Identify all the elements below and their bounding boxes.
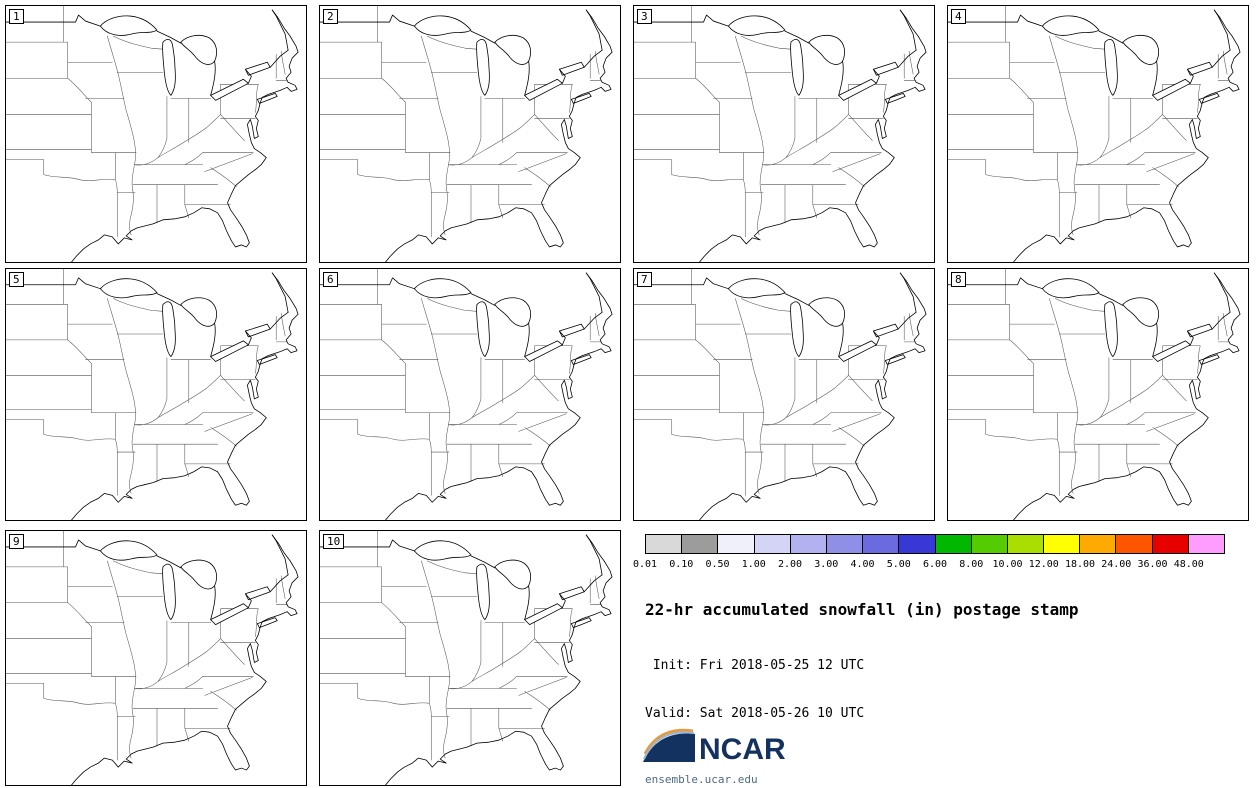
us-east-map bbox=[320, 6, 613, 262]
ensemble-member-panel: 5 bbox=[5, 268, 307, 521]
colorbar-tick-label: 24.00 bbox=[1101, 559, 1132, 570]
us-east-map bbox=[634, 6, 927, 262]
panel-number-label: 2 bbox=[323, 9, 338, 24]
colorbar-tick-label: 10.00 bbox=[992, 559, 1023, 570]
panel-number-label: 9 bbox=[9, 534, 24, 549]
colorbar-segment bbox=[754, 535, 791, 553]
us-east-map bbox=[948, 269, 1241, 520]
ncar-logo-graphic: NCAR bbox=[643, 728, 786, 766]
colorbar-labels: 0.01 0.10 0.50 1.00 2.00 3.00 4.00 5.00 6.00 8.00… bbox=[633, 559, 1225, 573]
plot-title: 22-hr accumulated snowfall (in) postage … bbox=[645, 600, 1079, 619]
colorbar-segment bbox=[863, 535, 900, 553]
us-east-map bbox=[6, 6, 299, 262]
logo-url: ensemble.ucar.edu bbox=[645, 773, 758, 786]
panel-number-label: 10 bbox=[323, 534, 345, 549]
ensemble-member-panel: 2 bbox=[319, 5, 621, 263]
ensemble-member-panel: 1 bbox=[5, 5, 307, 263]
colorbar-segment bbox=[646, 535, 683, 553]
colorbar-segment bbox=[718, 535, 755, 553]
colorbar-tick-label: 0.50 bbox=[705, 559, 730, 570]
colorbar-segment bbox=[1152, 535, 1189, 553]
us-east-map bbox=[634, 269, 927, 520]
init-time: Init: Fri 2018-05-25 12 UTC bbox=[645, 658, 865, 673]
panel-number-label: 6 bbox=[323, 272, 338, 287]
ncar-swoosh-arc-outer bbox=[643, 728, 694, 755]
colorbar-tick-label: 4.00 bbox=[850, 559, 875, 570]
colorbar-tick-label: 0.10 bbox=[669, 559, 694, 570]
colorbar-tick-label: 6.00 bbox=[922, 559, 948, 570]
colorbar-tick-label: 0.01 bbox=[632, 559, 658, 570]
us-east-map bbox=[320, 269, 613, 520]
colorbar-segment bbox=[971, 535, 1008, 553]
colorbar-tick-label: 18.00 bbox=[1064, 559, 1096, 570]
colorbar-segment bbox=[899, 535, 936, 553]
colorbar-segment bbox=[1044, 535, 1081, 553]
colorbar-tick-label: 3.00 bbox=[814, 559, 839, 570]
ensemble-member-panel: 4 bbox=[947, 5, 1249, 263]
ensemble-member-panel: 9 bbox=[5, 530, 307, 786]
ncar-logo-text: NCAR bbox=[699, 733, 786, 766]
colorbar-segment bbox=[1116, 535, 1153, 553]
colorbar-tick-label: 2.00 bbox=[777, 559, 803, 570]
colorbar-segment bbox=[1188, 535, 1224, 553]
colorbar-segment bbox=[790, 535, 827, 553]
ensemble-member-panel: 8 bbox=[947, 268, 1249, 521]
colorbar-segment bbox=[826, 535, 864, 553]
colorbar-tick-label: 48.00 bbox=[1173, 559, 1204, 570]
panel-number-label: 5 bbox=[9, 272, 24, 287]
colorbar-tick-label: 8.00 bbox=[959, 559, 984, 570]
panel-number-label: 4 bbox=[951, 9, 966, 24]
us-east-map bbox=[320, 531, 613, 785]
colorbar-segment bbox=[1080, 535, 1117, 553]
panel-number-label: 1 bbox=[9, 9, 24, 24]
ensemble-member-panel: 3 bbox=[633, 5, 935, 263]
legend-info-block: 0.01 0.10 0.50 1.00 2.00 3.00 4.00 5.00 6.00 8.00… bbox=[633, 530, 1253, 788]
ensemble-member-panel: 10 bbox=[319, 530, 621, 786]
colorbar-tick-label: 36.00 bbox=[1137, 559, 1168, 570]
panel-number-label: 7 bbox=[637, 272, 652, 287]
colorbar-tick-label: 5.00 bbox=[886, 559, 911, 570]
panel-number-label: 8 bbox=[951, 272, 966, 287]
valid-time: Valid: Sat 2018-05-26 10 UTC bbox=[645, 706, 865, 721]
colorbar bbox=[645, 534, 1225, 554]
init-valid-times: Init: Fri 2018-05-25 12 UTC Valid: Sat 2… bbox=[645, 626, 864, 754]
ensemble-member-panel: 7 bbox=[633, 268, 935, 521]
us-east-map bbox=[6, 531, 299, 785]
ncar-logo: NCAR ensemble.ucar.edu bbox=[641, 726, 861, 786]
ensemble-member-panel: 6 bbox=[319, 268, 621, 521]
us-east-map bbox=[948, 6, 1241, 262]
ncar-swoosh-arc-inner bbox=[643, 731, 695, 760]
panel-number-label: 3 bbox=[637, 9, 652, 24]
colorbar-segment bbox=[1007, 535, 1045, 553]
us-east-map bbox=[6, 269, 299, 520]
colorbar-tick-label: 12.00 bbox=[1028, 559, 1059, 570]
colorbar-tick-label: 1.00 bbox=[741, 559, 766, 570]
colorbar-segment bbox=[935, 535, 972, 553]
ncar-swoosh-wedge bbox=[643, 733, 695, 762]
colorbar-segment bbox=[682, 535, 719, 553]
